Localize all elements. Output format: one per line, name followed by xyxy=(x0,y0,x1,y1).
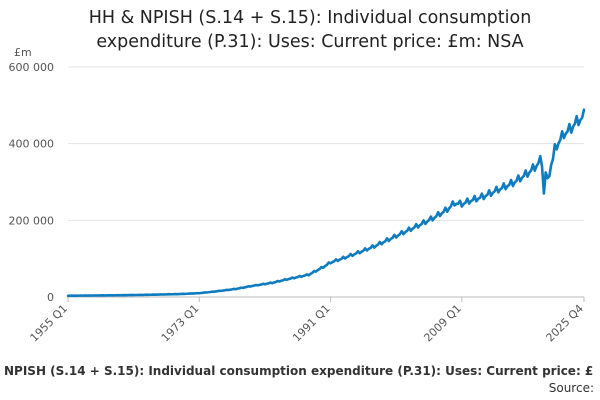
x-tick-label: 1973 Q1 xyxy=(159,302,202,345)
chart-title: HH & NPISH (S.14 + S.15): Individual con… xyxy=(40,6,580,54)
y-tick-label: 200 000 xyxy=(9,214,55,227)
x-tick-label: 2009 Q1 xyxy=(421,302,464,345)
y-tick-label: 0 xyxy=(47,291,54,304)
chart-title-line-1: HH & NPISH (S.14 + S.15): Individual con… xyxy=(88,8,532,28)
x-tick-label: 2025 Q4 xyxy=(544,302,587,345)
y-tick-label: 400 000 xyxy=(9,138,55,151)
source-label: Source: xyxy=(548,381,594,395)
series-legend-label: NPISH (S.14 + S.15): Individual consumpt… xyxy=(4,364,594,378)
chart-title-line-2: expenditure (P.31): Uses: Current price:… xyxy=(96,32,524,52)
y-axis-unit-label: £m xyxy=(14,46,32,59)
y-tick-label: 600 000 xyxy=(9,61,55,74)
x-tick-label: 1991 Q1 xyxy=(290,302,333,345)
series-line xyxy=(66,108,586,298)
x-tick-label: 1955 Q1 xyxy=(28,302,71,345)
